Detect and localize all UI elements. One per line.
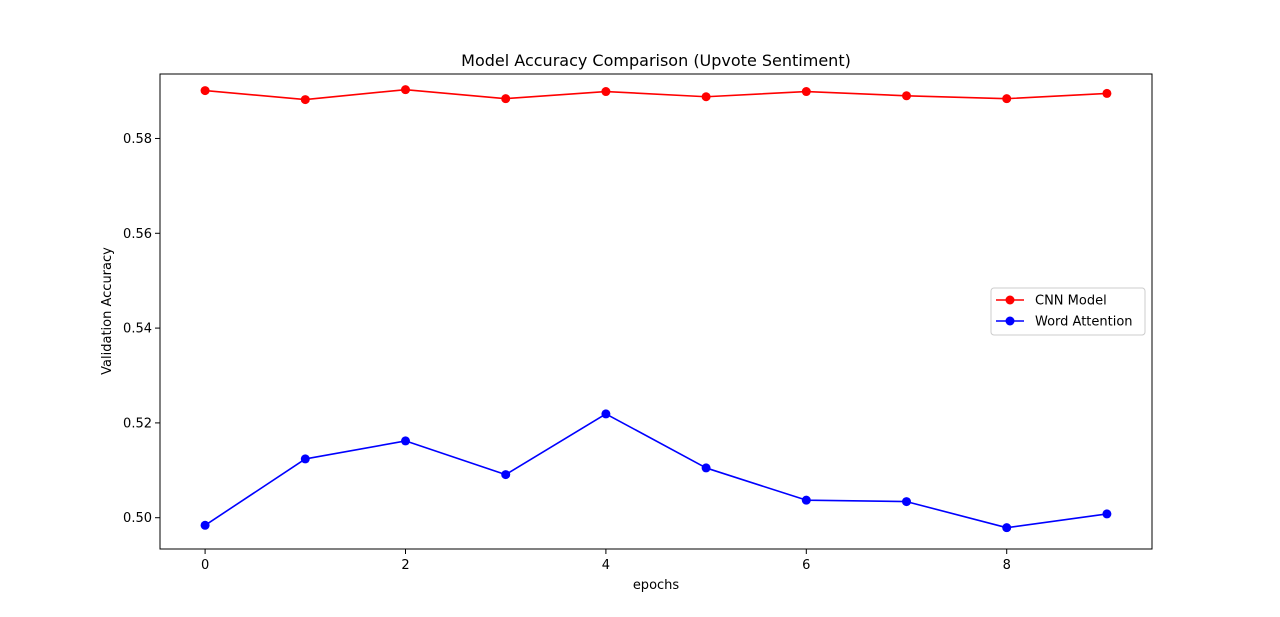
data-point	[701, 92, 711, 102]
data-point	[1002, 94, 1012, 104]
data-point	[902, 497, 912, 507]
y-tick-label: 0.56	[123, 227, 152, 242]
data-point	[400, 85, 410, 95]
x-tick-label: 2	[401, 558, 409, 573]
legend-marker	[1005, 295, 1015, 305]
data-point	[801, 495, 811, 505]
data-point	[200, 520, 210, 530]
data-point	[400, 436, 410, 446]
plot-area: 0 2 4 6 8 0.50 0.52 0.54 0.56 0.58	[123, 73, 1153, 573]
data-point	[300, 95, 310, 105]
legend-marker	[1005, 316, 1015, 326]
data-point	[300, 454, 310, 464]
data-point	[601, 409, 611, 419]
x-tick-label: 4	[602, 558, 610, 573]
y-tick-label: 0.52	[123, 416, 152, 431]
y-axis-label: Validation Accuracy	[100, 247, 115, 375]
series-line-0	[205, 88, 1107, 101]
y-tick-label: 0.50	[123, 511, 152, 526]
x-axis-label: epochs	[633, 578, 680, 593]
data-point	[1002, 523, 1012, 533]
data-point	[200, 86, 210, 96]
legend-label: CNN Model	[1035, 294, 1107, 309]
data-point	[701, 463, 711, 473]
data-point	[902, 91, 912, 101]
legend-label: Word Attention	[1035, 315, 1133, 330]
data-point	[1102, 509, 1112, 519]
data-point	[801, 87, 811, 97]
x-tick-label: 0	[201, 558, 209, 573]
chart-title: Model Accuracy Comparison (Upvote Sentim…	[461, 51, 851, 70]
data-point	[1102, 88, 1112, 98]
plot-frame	[159, 73, 1153, 550]
y-tick-label: 0.54	[123, 322, 152, 337]
x-tick-label: 6	[802, 558, 810, 573]
data-point	[501, 94, 511, 104]
legend-box	[990, 287, 1146, 336]
series-line-1	[204, 413, 1108, 529]
y-tick-label: 0.58	[123, 132, 152, 147]
x-tick-label: 8	[1003, 558, 1011, 573]
legend: CNN Model Word Attention	[990, 287, 1146, 336]
data-point	[601, 87, 611, 97]
data-point	[501, 470, 511, 480]
